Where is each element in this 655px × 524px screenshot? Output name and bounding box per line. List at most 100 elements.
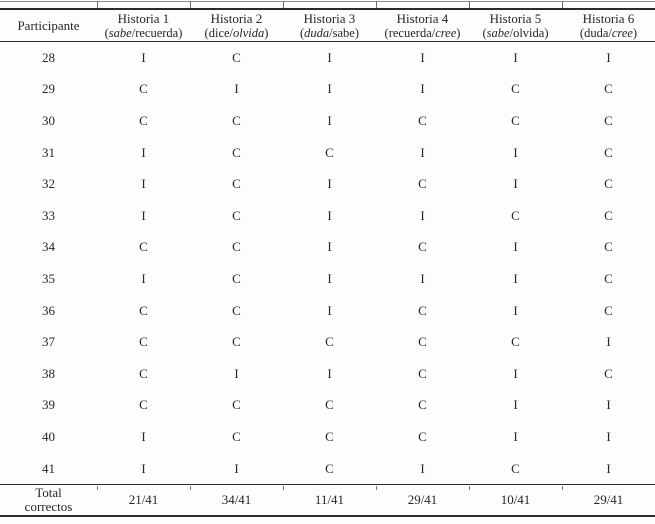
- column-tick: [469, 1, 470, 8]
- historia-5-subtitle: (sabe/olvida): [482, 25, 549, 40]
- cell-value: C: [139, 302, 148, 318]
- cell-value: C: [604, 365, 613, 381]
- results-table: Participante Historia 1 (sabe/recuerda) …: [0, 8, 655, 518]
- participant-id: 33: [42, 207, 55, 223]
- cell-value: I: [327, 270, 332, 286]
- cell-value: C: [232, 112, 241, 128]
- participant-id: 30: [42, 112, 55, 128]
- cell-value: C: [232, 302, 241, 318]
- cell-value: C: [139, 81, 148, 97]
- cell-value: C: [511, 207, 520, 223]
- historia-4-title: Historia 4: [396, 10, 449, 26]
- cell-value: C: [604, 239, 613, 255]
- participant-id: 40: [42, 428, 55, 444]
- cell-value: I: [513, 239, 518, 255]
- cell-value: I: [141, 270, 146, 286]
- cell-value: I: [513, 176, 518, 192]
- cell-value: C: [139, 397, 148, 413]
- cell-value: I: [141, 176, 146, 192]
- cell-value: C: [232, 334, 241, 350]
- cell-value: I: [513, 49, 518, 65]
- cell-value: I: [327, 81, 332, 97]
- total-value: 10/41: [469, 484, 562, 517]
- table-row: 34 C C I C I C: [0, 232, 655, 264]
- table-row: 38 C I I C I C: [0, 358, 655, 390]
- cell-value: I: [327, 302, 332, 318]
- cell-value: C: [418, 112, 427, 128]
- cell-value: I: [141, 144, 146, 160]
- column-tick: [190, 1, 191, 8]
- cell-value: I: [513, 302, 518, 318]
- cell-value: C: [511, 112, 520, 128]
- column-tick: [376, 1, 377, 8]
- cell-value: C: [139, 239, 148, 255]
- cell-value: I: [327, 365, 332, 381]
- cell-value: C: [232, 49, 241, 65]
- historia-2-title: Historia 2: [210, 10, 263, 26]
- historia-3-title: Historia 3: [303, 10, 356, 26]
- cell-value: I: [327, 112, 332, 128]
- header-historia-6: Historia 6 (duda/cree): [562, 9, 655, 42]
- cell-value: I: [606, 397, 611, 413]
- cell-value: I: [420, 49, 425, 65]
- cell-value: C: [139, 334, 148, 350]
- table-row: 35 I C I I I C: [0, 263, 655, 295]
- cell-value: C: [325, 428, 334, 444]
- cell-value: I: [141, 460, 146, 476]
- cell-value: C: [418, 176, 427, 192]
- cell-value: C: [325, 460, 334, 476]
- cell-value: C: [604, 270, 613, 286]
- cell-value: C: [604, 81, 613, 97]
- cell-value: I: [327, 49, 332, 65]
- participant-id: 41: [42, 460, 55, 476]
- column-tick: [562, 1, 563, 8]
- cell-value: C: [418, 302, 427, 318]
- historia-4-subtitle: (recuerda/cree): [384, 25, 461, 40]
- cell-value: C: [232, 207, 241, 223]
- cell-value: I: [513, 144, 518, 160]
- participant-id: 32: [42, 176, 55, 192]
- cell-value: C: [511, 81, 520, 97]
- historia-5-title: Historia 5: [489, 10, 542, 26]
- cell-value: I: [234, 81, 239, 97]
- column-tick: [283, 1, 284, 8]
- participant-id: 37: [42, 334, 55, 350]
- participant-id: 38: [42, 365, 55, 381]
- header-historia-4: Historia 4 (recuerda/cree): [376, 9, 469, 42]
- cell-value: C: [325, 334, 334, 350]
- table-row: 29 C I I I C C: [0, 74, 655, 106]
- cell-value: I: [513, 270, 518, 286]
- total-row: Total correctos 21/41 34/41 11/41 29/41 …: [0, 484, 655, 517]
- header-historia-3: Historia 3 (duda/sabe): [283, 9, 376, 42]
- column-tick: [97, 1, 98, 8]
- cell-value: I: [141, 428, 146, 444]
- cell-value: C: [325, 397, 334, 413]
- total-value: 21/41: [97, 484, 190, 517]
- header-historia-2: Historia 2 (dice/olvida): [190, 9, 283, 42]
- cell-value: C: [418, 239, 427, 255]
- cell-value: C: [511, 334, 520, 350]
- table-row: 30 C C I C C C: [0, 105, 655, 137]
- total-value: 34/41: [190, 484, 283, 517]
- total-value: 29/41: [376, 484, 469, 517]
- header-participante: Participante: [0, 9, 97, 42]
- table-row: 31 I C C I I C: [0, 137, 655, 169]
- cell-value: C: [139, 365, 148, 381]
- cell-value: I: [606, 428, 611, 444]
- cell-value: C: [418, 334, 427, 350]
- cell-value: C: [604, 302, 613, 318]
- table-footer: Total correctos 21/41 34/41 11/41 29/41 …: [0, 484, 655, 517]
- table-row: 37 C C C C C I: [0, 326, 655, 358]
- historia-2-subtitle: (dice/olvida): [204, 25, 269, 40]
- cell-value: C: [232, 239, 241, 255]
- cell-value: C: [604, 207, 613, 223]
- cell-value: I: [420, 81, 425, 97]
- cell-value: C: [325, 144, 334, 160]
- table-body: 28 I C I I I I 29 C I I I C C 30 C C I C C C 31 I C C I I C 32 I C I C I C…: [0, 42, 655, 485]
- historia-6-subtitle: (duda/cree): [579, 25, 638, 40]
- top-faint-rule: [0, 1, 655, 2]
- cell-value: C: [418, 365, 427, 381]
- cell-value: I: [513, 397, 518, 413]
- header-historia-1: Historia 1 (sabe/recuerda): [97, 9, 190, 42]
